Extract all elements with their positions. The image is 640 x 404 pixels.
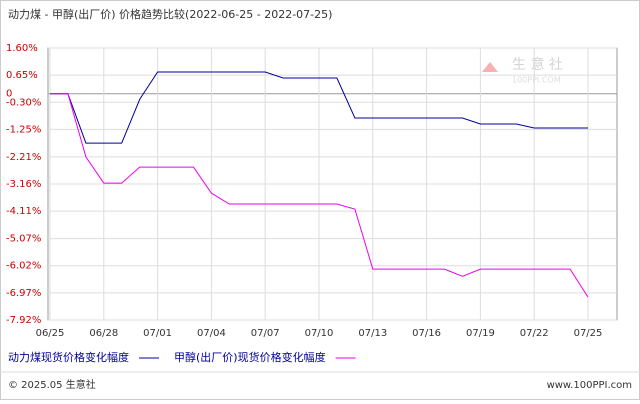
series-line: [50, 71, 588, 144]
y-tick-label: -0.30%: [6, 97, 41, 108]
x-tick-label: 07/13: [358, 328, 387, 339]
watermark-subtitle: 100PPI.COM: [512, 76, 561, 85]
x-tick-label: 06/25: [36, 328, 65, 339]
chart-title: 动力煤 - 甲醇(出厂价) 价格趋势比较(2022-06-25 - 2022-0…: [8, 7, 332, 21]
x-tick-label: 07/22: [520, 328, 549, 339]
y-tick-label: -1.25%: [6, 124, 41, 135]
x-tick-label: 07/25: [574, 328, 603, 339]
series-line: [50, 93, 589, 298]
x-tick-label: 07/04: [197, 328, 226, 339]
x-tick-label: 07/07: [251, 328, 280, 339]
y-tick-label: -4.11%: [6, 206, 41, 217]
x-tick-label: 07/01: [143, 328, 172, 339]
x-tick-label: 07/19: [466, 328, 495, 339]
y-tick-label: 0.65%: [6, 70, 38, 81]
y-tick-label: -6.97%: [6, 288, 41, 299]
legend-label: 动力煤现货价格变化幅度: [8, 350, 129, 364]
x-tick-label: 06/28: [89, 328, 118, 339]
x-tick-label: 07/10: [305, 328, 334, 339]
x-tick-label: 07/16: [412, 328, 441, 339]
y-tick-label: -3.16%: [6, 179, 41, 190]
y-tick-label: 1.60%: [6, 43, 38, 54]
y-tick-label: -7.92%: [6, 315, 41, 326]
y-tick-label: -2.21%: [6, 152, 41, 163]
y-tick-label: -6.02%: [6, 261, 41, 272]
watermark-icon: [482, 62, 498, 72]
watermark-title: 生 意 社: [512, 56, 563, 73]
footer-left: © 2025.05 生意社: [8, 378, 96, 391]
legend-label: 甲醇(出厂价)现货价格变化幅度: [174, 350, 326, 364]
footer-right: www.100PPI.com: [547, 380, 632, 391]
y-tick-label: -5.07%: [6, 234, 41, 245]
watermark: 生 意 社 100PPI.COM: [482, 56, 563, 85]
y-tick-label: 0: [6, 89, 12, 100]
